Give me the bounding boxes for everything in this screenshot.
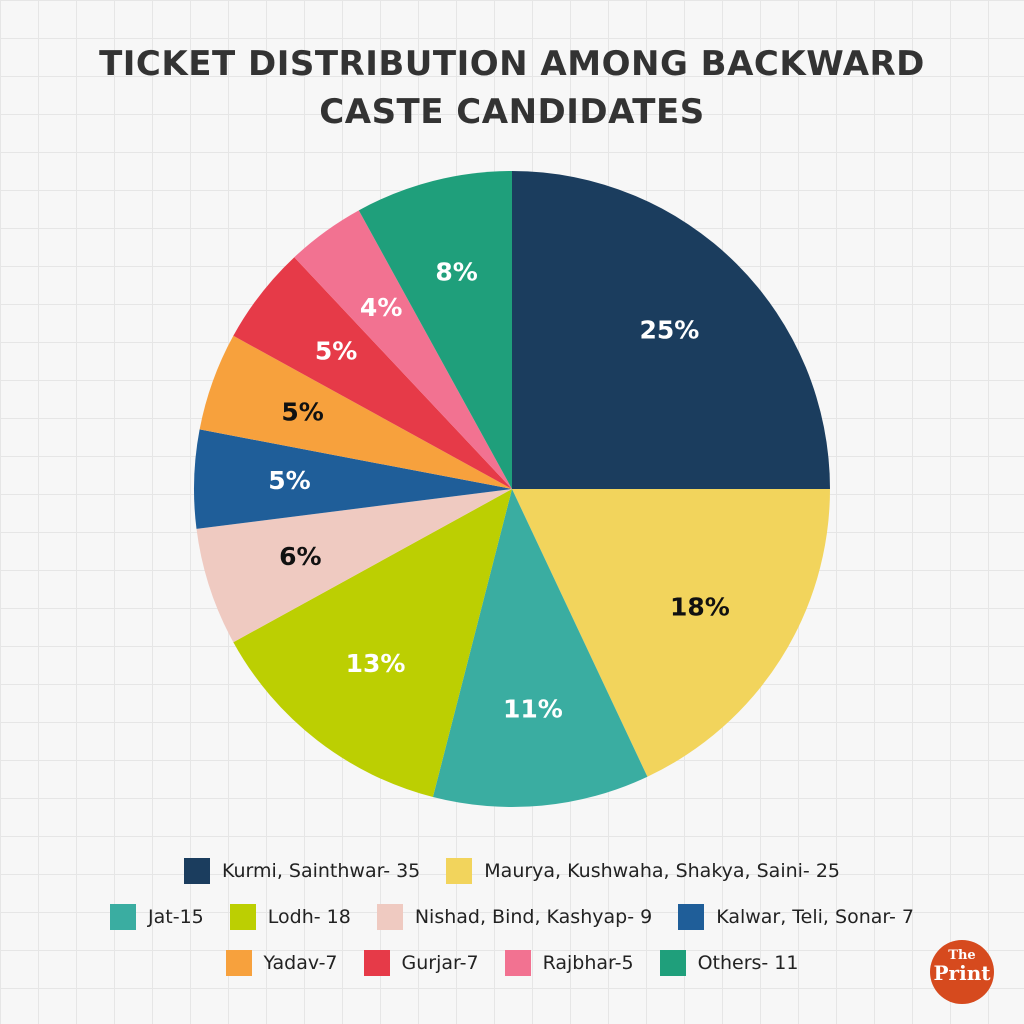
- legend-label: Nishad, Bind, Kashyap- 9: [414, 906, 653, 928]
- legend-label: Yadav-7: [263, 952, 338, 974]
- legend-swatch: [184, 858, 210, 884]
- logo-line: Print: [933, 961, 991, 985]
- chart-title: TICKET DISTRIBUTION AMONG BACKWARD CASTE…: [99, 44, 925, 132]
- pie-slice: [199, 335, 512, 489]
- legend-item: Maurya, Kushwaha, Shakya, Saini- 25: [446, 858, 840, 884]
- legend-item: Kurmi, Sainthwar- 35: [184, 858, 420, 884]
- legend-swatch: [363, 950, 390, 976]
- legend-swatch: [110, 904, 137, 930]
- legend-swatch: [376, 904, 403, 930]
- logo-line: The: [948, 948, 976, 963]
- slice-label: 18%: [670, 592, 730, 621]
- legend-row: Jat-15 Lodh- 18 Nishad, Bind, Kashyap- 9 Ka…: [20, 894, 1004, 940]
- legend: Kurmi, Sainthwar- 35 Maurya, Kushwaha, Sh…: [20, 848, 1004, 986]
- pie-slice: [512, 489, 830, 777]
- slice-label: 5%: [315, 337, 357, 366]
- legend-item: Nishad, Bind, Kashyap- 9: [376, 904, 653, 930]
- legend-label: Kurmi, Sainthwar- 35: [222, 860, 421, 882]
- legend-item: Yadav-7: [225, 950, 338, 976]
- logo: The Print: [930, 940, 994, 1004]
- legend-swatch: [229, 904, 256, 930]
- pie-slice: [294, 210, 512, 489]
- legend-swatch: [659, 950, 686, 976]
- legend-item: Rajbhar-5: [504, 950, 634, 976]
- pie-slice: [233, 257, 512, 489]
- legend-label: Kalwar, Teli, Sonar- 7: [716, 906, 914, 928]
- legend-label: Maurya, Kushwaha, Shakya, Saini- 25: [484, 860, 840, 882]
- legend-row: Kurmi, Sainthwar- 35 Maurya, Kushwaha, Sh…: [20, 848, 1004, 894]
- pie-slice: [193, 429, 512, 529]
- pie-slice: [512, 171, 830, 489]
- legend-item: Kalwar, Teli, Sonar- 7: [678, 904, 914, 930]
- legend-label: Jat-15: [148, 906, 204, 928]
- slice-label: 5%: [268, 466, 310, 495]
- pie-slice: [233, 489, 512, 798]
- legend-swatch: [225, 950, 252, 976]
- slice-label: 4%: [360, 293, 402, 322]
- legend-item: Others- 11: [659, 950, 799, 976]
- slice-label: 25%: [639, 316, 699, 345]
- pie-slice: [196, 489, 513, 643]
- legend-label: Lodh- 18: [267, 906, 351, 928]
- legend-swatch: [446, 858, 473, 884]
- pie-slice: [358, 171, 512, 489]
- legend-label: Rajbhar-5: [542, 952, 634, 974]
- slice-label: 11%: [503, 695, 563, 724]
- slice-label: 6%: [279, 542, 321, 571]
- slice-label: 5%: [281, 398, 323, 427]
- pie-slice: [432, 489, 648, 807]
- slice-label: 8%: [435, 257, 477, 286]
- legend-label: Others- 11: [697, 952, 799, 974]
- legend-item: Jat-15: [110, 904, 204, 930]
- legend-item: Lodh- 18: [229, 904, 351, 930]
- slice-label: 13%: [346, 649, 406, 678]
- legend-item: Gurjar-7: [363, 950, 479, 976]
- legend-swatch: [504, 950, 531, 976]
- legend-label: Gurjar-7: [401, 952, 479, 974]
- legend-swatch: [678, 904, 705, 930]
- legend-row: Yadav-7 Gurjar-7 Rajbhar-5 Others- 11: [20, 940, 1004, 986]
